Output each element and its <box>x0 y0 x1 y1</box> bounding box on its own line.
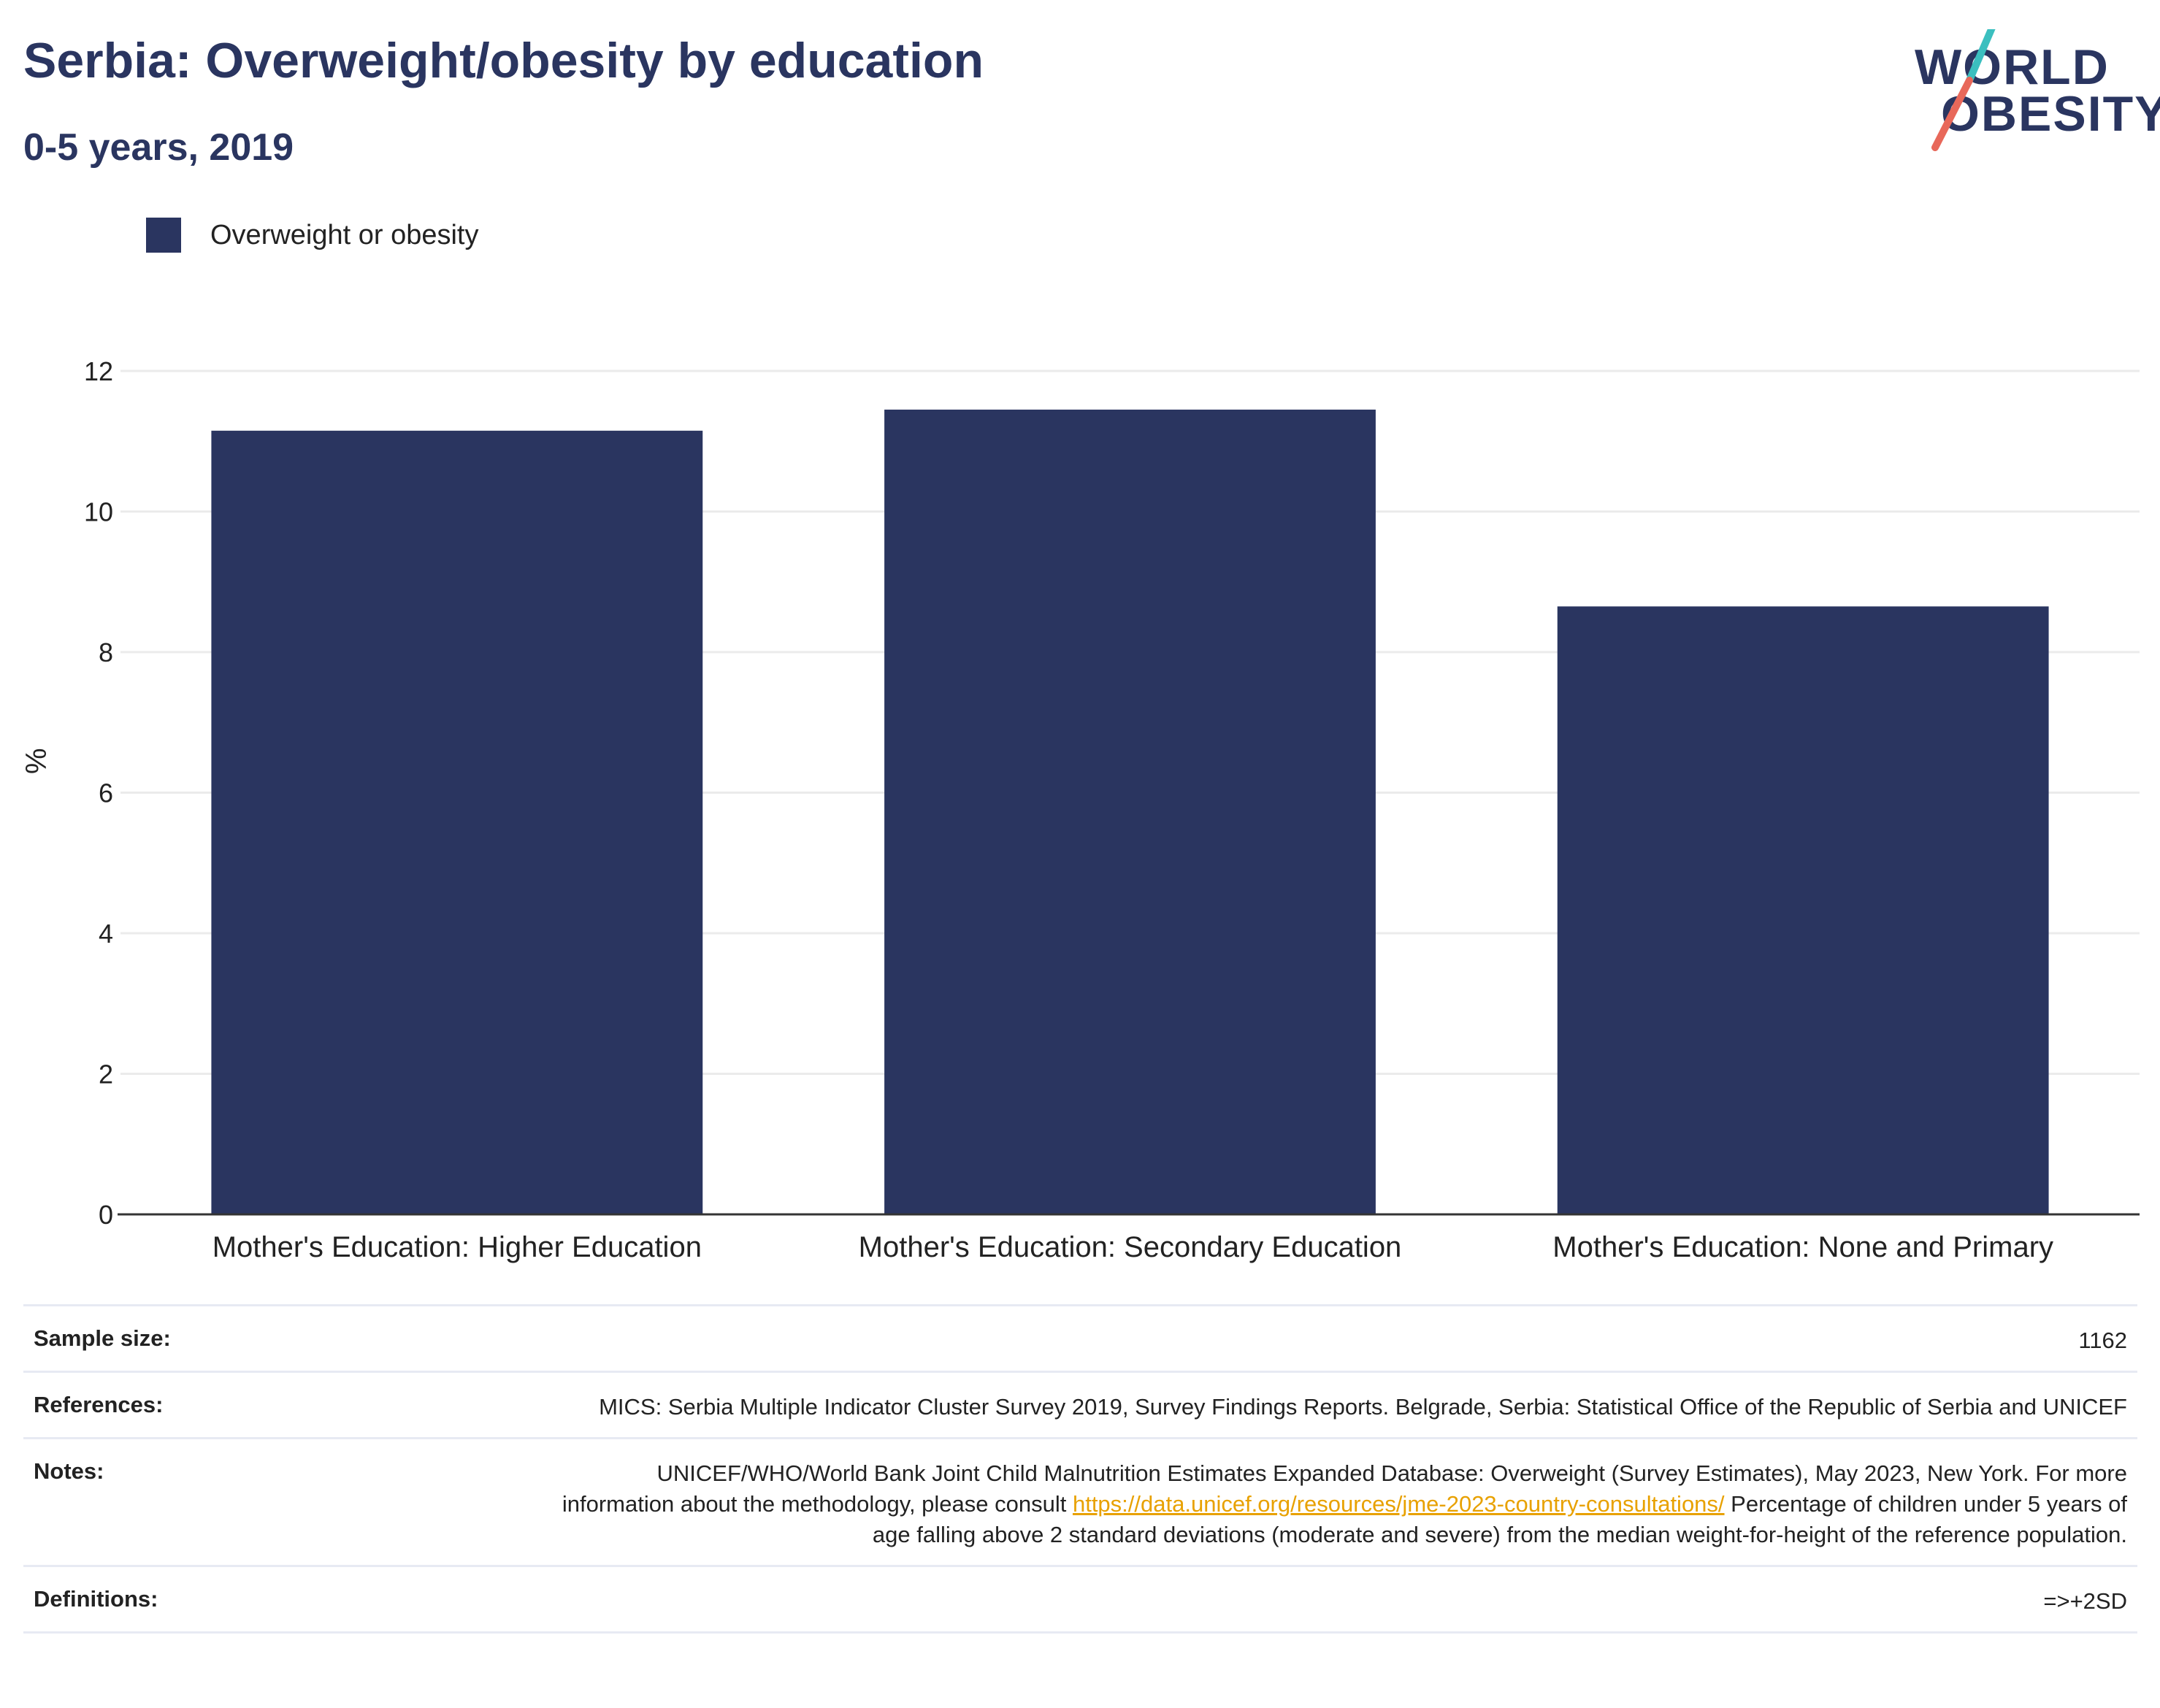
references-label: References: <box>34 1392 164 1417</box>
y-tick-label: 10 <box>84 497 113 527</box>
notes-text-post: Percentage of children under 5 years of … <box>872 1491 2127 1547</box>
x-tick-label: Mother's Education: None and Primary <box>1552 1231 2053 1263</box>
bar-chart: 0 2 4 6 8 10 12 Mother's Education: Higher Educ… <box>84 356 2140 1263</box>
logo-slash-icon <box>1931 29 1996 151</box>
bar <box>884 409 1376 1214</box>
x-tick-label: Mother's Education: Secondary Education <box>859 1231 1402 1263</box>
y-tick-label: 2 <box>99 1060 113 1089</box>
bar <box>1557 606 2049 1214</box>
y-tick-label: 12 <box>84 356 113 386</box>
y-tick-label: 8 <box>99 637 113 667</box>
info-row-sample-size: Sample size: 1162 <box>23 1304 2137 1371</box>
info-row-notes: Notes: UNICEF/WHO/World Bank Joint Child… <box>23 1437 2137 1565</box>
references-value: MICS: Serbia Multiple Indicator Cluster … <box>599 1394 2127 1420</box>
y-tick-label: 4 <box>99 919 113 949</box>
notes-text-pre: UNICEF/WHO/World Bank Joint Child Malnut… <box>562 1460 2127 1517</box>
logo-text-line1: WORLD <box>1915 39 2110 95</box>
x-tick-label: Mother's Education: Higher Education <box>212 1231 702 1263</box>
definitions-label: Definitions: <box>34 1586 158 1612</box>
notes-value: UNICEF/WHO/World Bank Joint Child Malnut… <box>557 1458 2127 1550</box>
sample-size-label: Sample size: <box>34 1325 171 1351</box>
logo-text-line2: OBESITY <box>1941 86 2160 142</box>
legend-swatch <box>146 218 181 253</box>
info-row-definitions: Definitions: =>+2SD <box>23 1565 2137 1634</box>
notes-label: Notes: <box>34 1458 104 1484</box>
chart-legend: Overweight or obesity <box>146 218 479 253</box>
bar <box>211 430 703 1214</box>
chart-subtitle: 0-5 years, 2019 <box>23 126 294 169</box>
sample-size-value: 1162 <box>2078 1328 2127 1353</box>
world-obesity-logo: WORLD OBESITY <box>1899 29 2160 161</box>
y-tick-label: 0 <box>99 1200 113 1230</box>
info-row-references: References: MICS: Serbia Multiple Indica… <box>23 1371 2137 1437</box>
definitions-value: =>+2SD <box>2043 1588 2127 1614</box>
notes-link[interactable]: https://data.unicef.org/resources/jme-20… <box>1072 1491 1725 1517</box>
legend-label: Overweight or obesity <box>210 219 479 250</box>
y-tick-label: 6 <box>99 778 113 808</box>
chart-title: Serbia: Overweight/obesity by education <box>23 33 984 88</box>
info-table: Sample size: 1162 References: MICS: Serb… <box>23 1304 2137 1634</box>
